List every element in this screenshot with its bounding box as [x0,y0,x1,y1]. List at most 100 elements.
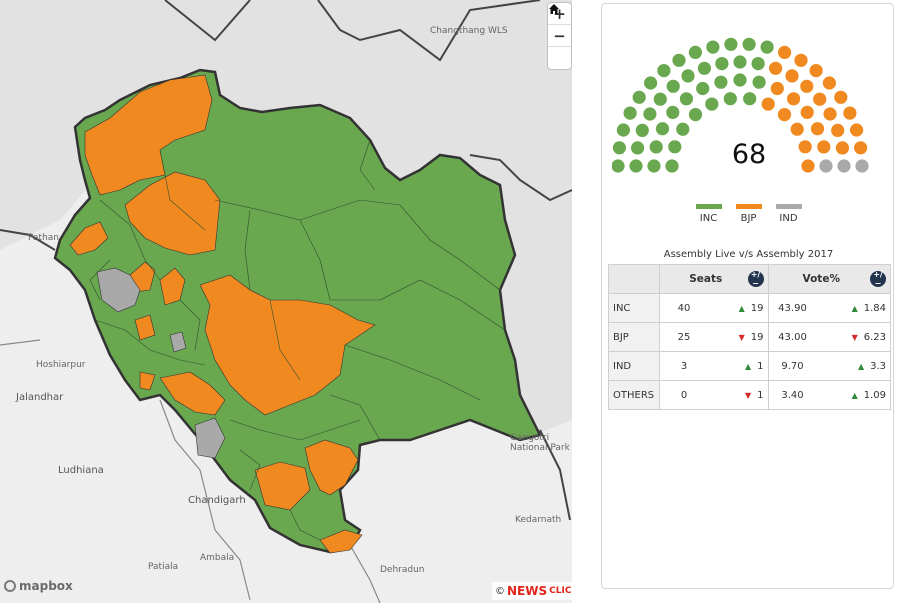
place-label: Ludhiana [58,465,104,476]
plus-minus-icon[interactable]: +/− [870,270,886,288]
seat-bjp [800,105,814,119]
place-label: Gangotri National Park [510,433,570,453]
seats-cell: 0 ▼ 1 [659,380,769,410]
seat-inc [616,123,630,137]
seat-bjp [790,122,804,136]
seat-inc [635,123,649,137]
seat-inc [742,37,756,51]
vote-cell: 9.70 ▲ 3.3 [767,351,891,381]
zoom-out-button[interactable]: − [548,25,571,47]
legend-label: BJP [740,213,757,224]
seat-bjp [761,97,775,111]
table-row: OTHERS 0 ▼ 1 3.40 ▲ 1.09 [608,380,891,410]
seat-bjp [813,92,827,106]
mapbox-text: mapbox [19,579,73,593]
vote-cell: 3.40 ▲ 1.09 [767,380,891,410]
seat-bjp [769,61,783,75]
party-name: BJP [608,322,660,352]
constituency-bjp [69,221,109,256]
seat-bjp [809,64,823,78]
seat-inc [743,92,757,106]
place-label: Patiala [148,562,179,572]
seat-inc [688,108,703,122]
seat-bjp [822,76,836,90]
seats-cell: 3 ▲ 1 [659,351,769,381]
border-line [0,229,56,251]
seat-inc [723,92,737,106]
place-label: Changthang WLS [430,26,508,36]
seats-change: 1 [757,360,764,372]
seat-bjp [778,45,792,59]
seat-inc [706,40,720,54]
arrow-up-icon: ▲ [738,303,745,313]
seat-bjp [777,108,792,122]
seat-inc [733,55,747,69]
seat-inc [644,76,658,90]
seat-inc [655,122,670,136]
seat-bjp [817,140,831,154]
party-column-header [608,264,660,294]
seat-inc [668,140,682,154]
seats-value: 40 [677,302,691,314]
seat-inc [647,159,661,173]
border-line [469,154,572,202]
vote-value: 43.00 [778,331,807,343]
table-row: IND 3 ▲ 1 9.70 ▲ 3.3 [608,351,891,381]
border-line [539,429,571,521]
seat-bjp [831,123,845,137]
seats-cell: 40 ▲ 19 [659,293,769,323]
copyright-symbol: © [495,585,505,597]
border-line [0,339,41,346]
parliament-chart [612,37,869,173]
seats-value: 25 [677,331,691,343]
seat-inc [612,141,626,155]
seat-ind [819,159,833,173]
seats-change: 1 [757,389,764,401]
constituency-boundaries [89,139,506,541]
legend-label: IND [779,213,798,224]
newsclick-credit[interactable]: © NEWS CLICK [492,582,572,600]
map-canvas [0,0,572,603]
arrow-up-icon: ▲ [851,303,858,313]
vote-change: 6.23 [863,331,886,343]
arrow-up-icon: ▲ [744,361,752,371]
legend-item-bjp: BJP [735,204,762,224]
seat-ind [837,159,851,173]
seat-inc [733,73,747,87]
map-controls: + − [548,3,571,69]
legend-item-inc: INC [695,204,722,224]
home-button[interactable] [548,4,571,69]
seat-bjp [850,123,864,137]
legend-swatch [735,204,762,209]
vote-change: 1.09 [863,389,886,401]
election-map[interactable]: Changthang WLS Pathan Hoshiarpur Jalandh… [0,0,572,603]
seat-inc [657,64,671,78]
seat-inc [697,61,711,75]
seat-bjp [834,90,848,104]
seat-bjp [835,141,849,155]
seats-header-label: Seats [689,273,723,285]
mapbox-icon [4,580,16,592]
seat-inc [666,105,680,119]
party-name: INC [608,293,660,323]
vote-value: 9.70 [781,360,804,372]
seat-inc [672,53,686,67]
table-row: INC 40 ▲ 19 43.90 ▲ 1.84 [608,293,891,323]
credit-brand-main: NEWS [507,584,548,598]
mapbox-logo[interactable]: mapbox [4,579,73,593]
constituency-bjp [159,371,226,416]
seat-inc [653,92,667,106]
place-label: Hoshiarpur [36,360,86,370]
seat-inc [705,97,719,111]
plus-minus-icon[interactable]: +/− [747,270,764,288]
vote-change: 1.84 [863,302,886,314]
border-line [349,544,381,603]
border-line [159,399,251,601]
seat-bjp [823,107,837,121]
constituency-ind [194,417,226,459]
vote-value: 3.40 [781,389,804,401]
constituency-bjp [134,314,156,341]
seat-inc [714,75,728,89]
legend-swatch [775,204,802,209]
seat-ind [855,159,869,173]
